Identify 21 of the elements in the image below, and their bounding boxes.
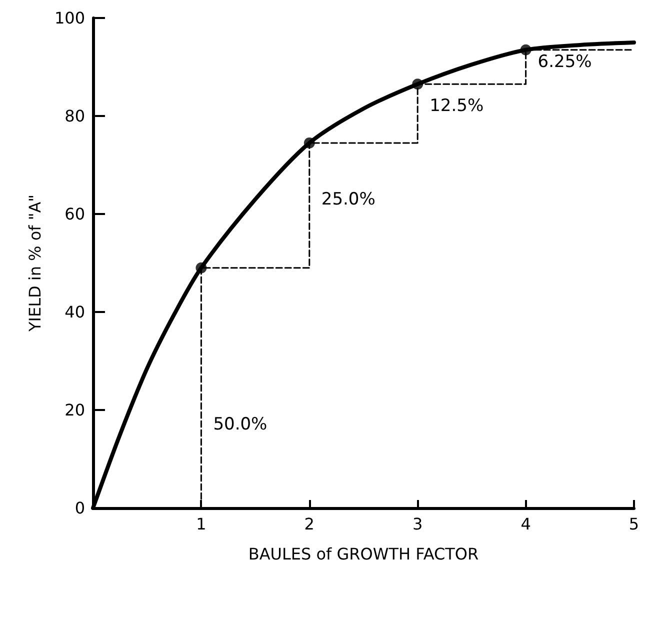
x-tick-label: 2 [304,514,314,534]
y-tick-label: 100 [54,8,85,28]
x-axis-title: BAULES of GROWTH FACTOR [248,544,479,564]
y-tick-label: 80 [64,106,85,126]
point [196,262,207,274]
point [304,137,315,148]
annotation: 6.25% [538,52,592,72]
y-tick-label: 60 [64,204,85,224]
annotation: 12.5% [430,96,484,116]
point [520,44,532,56]
y-tick-label: 40 [64,302,85,322]
y-tick-label: 0 [74,498,85,518]
point [412,78,424,90]
y-axis-title: YIELD in % of "A" [26,194,44,333]
x-tick-label: 3 [412,514,423,534]
x-tick-label: 1 [196,514,206,534]
annotation: 50.0% [213,414,268,435]
annotation: 25.0% [321,189,376,210]
y-tick-label: 20 [64,400,85,420]
x-tick-label: 4 [520,514,531,534]
x-tick-label: 5 [628,514,640,534]
